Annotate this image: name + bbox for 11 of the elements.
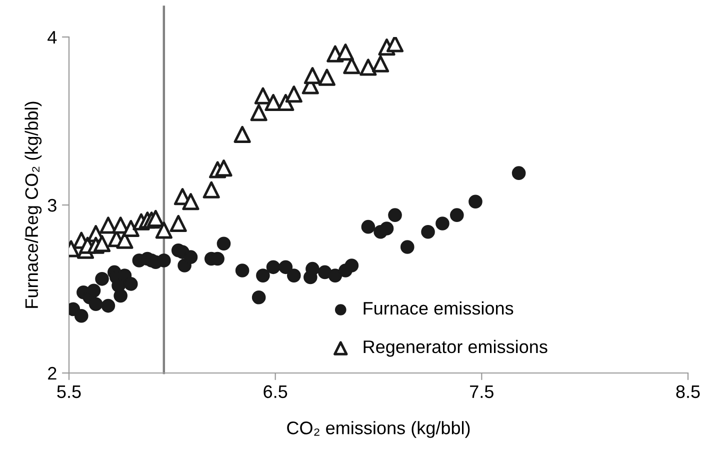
legend-label: Furnace emissions bbox=[364, 301, 514, 315]
y-tick-label: 3 bbox=[48, 198, 56, 212]
y-tick-label: 2 bbox=[48, 366, 56, 380]
x-tick-label: 8.5 bbox=[676, 385, 700, 398]
x-tick-label: 7.5 bbox=[470, 385, 494, 398]
x-tick-label: 5.5 bbox=[57, 385, 81, 398]
legend-label: Regenerator emissions bbox=[364, 340, 548, 357]
x-axis-title: CO₂ emissions (kg/bbl) bbox=[287, 421, 470, 438]
y-axis-title: Furnace/Reg CO₂ (kg/bbl) bbox=[24, 102, 42, 308]
x-tick-label: 6.5 bbox=[264, 385, 288, 398]
y-tick-label: 4 bbox=[48, 31, 57, 44]
